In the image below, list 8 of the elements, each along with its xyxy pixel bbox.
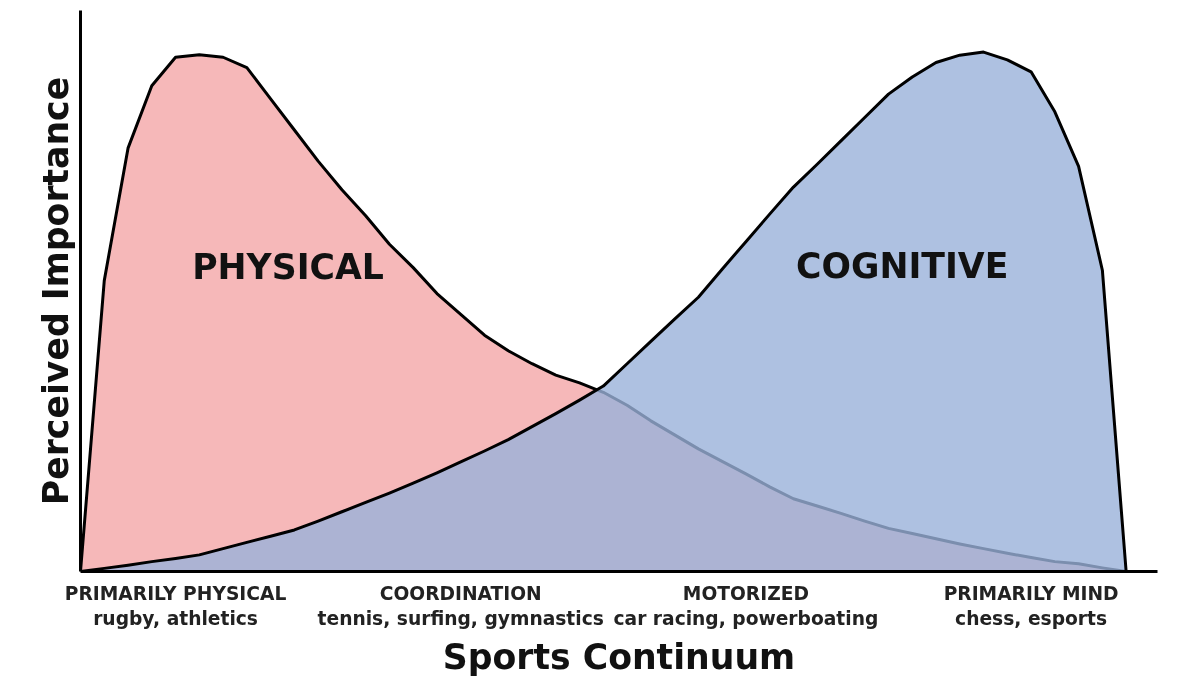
- x-axis-title: Sports Continuum: [442, 636, 796, 677]
- series-label: COGNITIVE: [796, 245, 1009, 286]
- x-tick-label: COORDINATION tennis, surfing, gymnastics: [317, 582, 604, 629]
- x-tick-label: MOTORIZED car racing, powerboating: [613, 582, 879, 629]
- y-axis-title: Perceived Importance: [35, 76, 76, 506]
- series-label: PHYSICAL: [192, 247, 384, 288]
- x-tick-label: PRIMARILY PHYSICAL rugby, athletics: [64, 582, 287, 629]
- x-tick-label: PRIMARILY MIND chess, esports: [943, 582, 1119, 629]
